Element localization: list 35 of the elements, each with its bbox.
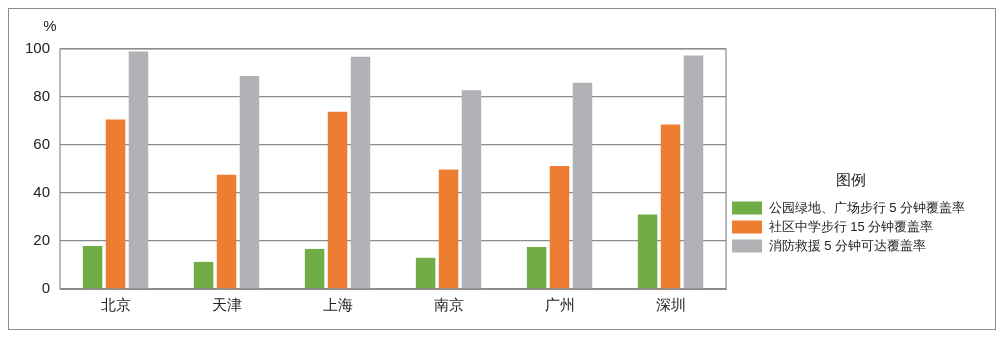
y-tick-label: 0 — [41, 279, 51, 297]
bar — [239, 76, 260, 289]
x-tick-label: 南京 — [433, 296, 464, 314]
bar — [216, 174, 237, 289]
y-axis-title: % — [43, 17, 57, 34]
bar — [461, 90, 482, 289]
y-tick-label: 60 — [33, 135, 51, 153]
x-tick-label: 天津 — [211, 296, 242, 314]
y-tick-label: 20 — [33, 231, 51, 249]
x-tick-label: 上海 — [322, 296, 353, 314]
x-tick-label: 深圳 — [655, 296, 686, 314]
bar — [660, 124, 681, 289]
bar — [683, 55, 704, 289]
legend-label: 公园绿地、广场步行 5 分钟覆盖率 — [768, 199, 966, 215]
x-tick-label: 广州 — [544, 296, 575, 314]
bar — [193, 261, 214, 289]
bar — [82, 246, 103, 289]
y-tick-label: 80 — [33, 87, 51, 105]
x-tick-label: 北京 — [100, 296, 131, 314]
bar — [438, 169, 459, 289]
bar — [128, 51, 149, 289]
bar — [549, 166, 570, 289]
legend-label: 社区中学步行 15 分钟覆盖率 — [768, 218, 934, 234]
bar — [526, 247, 547, 289]
legend-title: 图例 — [835, 171, 866, 189]
bar — [304, 248, 325, 289]
y-tick-label: 40 — [33, 183, 51, 201]
bar — [350, 56, 371, 289]
bar — [572, 82, 593, 289]
bar — [327, 111, 348, 289]
bar — [415, 257, 436, 289]
bar — [637, 214, 658, 289]
y-tick-label: 100 — [25, 39, 51, 57]
legend-label: 消防救援 5 分钟可达覆盖率 — [768, 237, 927, 253]
bar — [105, 119, 126, 289]
